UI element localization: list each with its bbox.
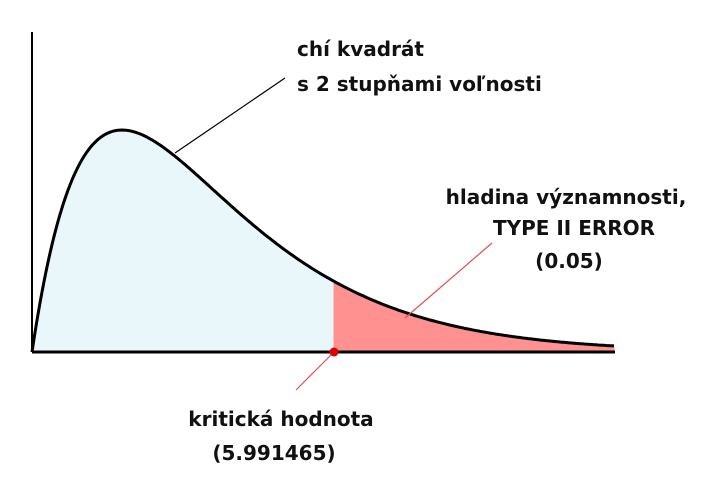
tail-label-line3: (0.05) — [535, 249, 603, 273]
curve-label-line2: s 2 stupňami voľnosti — [297, 72, 542, 96]
rejection-region-tail — [334, 281, 615, 352]
acceptance-region — [32, 130, 334, 352]
tail-label-leader-line — [404, 242, 493, 319]
tail-label-line2: TYPE II ERROR — [493, 216, 655, 240]
chi-square-density-curve — [30, 128, 615, 353]
critical-value-point — [329, 347, 339, 357]
critical-label-leader-line — [295, 351, 335, 391]
critical-label-line1: kritická hodnota — [188, 407, 373, 431]
curve-label-line1: chí kvadrát — [297, 37, 424, 61]
critical-label-line2: (5.991465) — [212, 441, 335, 465]
tail-label-line1: hladina významnosti, — [446, 185, 687, 209]
curve-label-leader-line — [174, 77, 286, 154]
